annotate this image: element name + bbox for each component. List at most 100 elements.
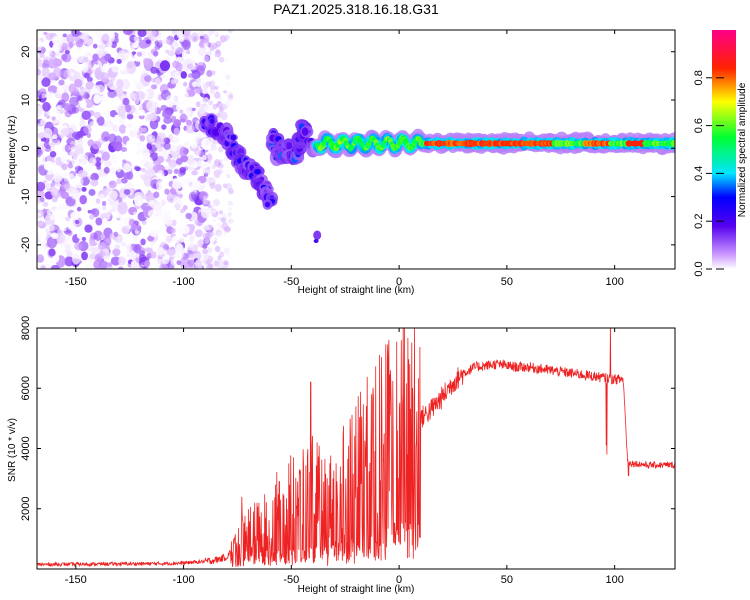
heatmap-cell [160,199,166,207]
heatmap-cell [185,124,195,134]
heatmap-cell [153,50,159,57]
heatmap-cell [218,56,225,63]
heatmap-cell [75,176,84,187]
spectrogram-y-tick-label: 20 [20,46,32,58]
heatmap-cell [173,127,180,136]
heatmap-cell [216,112,222,118]
heatmap-cell [43,160,54,171]
heatmap-cell [178,237,185,243]
heatmap-cell [97,152,102,158]
heatmap-cell [122,172,132,180]
heatmap-cell [230,134,237,141]
heatmap-cell [53,208,62,216]
heatmap-cell [110,173,118,182]
heatmap-cell [213,199,220,207]
spectrogram-x-tick-label: -150 [65,276,87,288]
heatmap-cell [116,62,127,72]
heatmap-cell [37,123,43,131]
heatmap-cell [173,70,184,80]
heatmap-cell [162,232,169,237]
heatmap-cell [100,102,108,111]
heatmap-cell [170,257,177,266]
heatmap-cell [63,243,72,254]
heatmap-cell [215,49,220,55]
heatmap-cell [46,224,55,232]
heatmap-cell [205,221,213,231]
heatmap-cell [187,165,194,171]
heatmap-cell [76,138,84,147]
heatmap-cell [77,54,85,64]
heatmap-cell [66,159,71,163]
heatmap-cell [217,216,222,220]
heatmap-cell [75,40,84,48]
heatmap-cell [101,151,110,161]
heatmap-cell [163,243,170,250]
heatmap-cell [101,131,111,142]
heatmap-cell [203,167,211,176]
heatmap-cell [111,66,119,73]
heatmap-cell [42,101,51,112]
heatmap-cell [212,232,216,237]
heatmap-cell [136,140,146,151]
heatmap-cell [114,244,121,250]
heatmap-cell [225,100,232,108]
heatmap-cell [179,146,188,158]
heatmap-cell [211,70,216,76]
heatmap-cell [165,235,172,243]
heatmap-cell [212,128,220,136]
heatmap-cell [109,167,116,174]
heatmap-cell [220,217,227,223]
heatmap-cell [186,154,195,165]
heatmap-cell [92,43,98,49]
heatmap-cell [110,256,121,266]
heatmap-cell [133,35,139,42]
heatmap-cell [118,50,126,57]
heatmap-cell [60,53,68,61]
heatmap-cell [194,229,203,238]
heatmap-cell [137,30,147,38]
heatmap-cell [118,221,125,227]
heatmap-cell [210,144,217,151]
heatmap-cell [116,79,124,89]
heatmap-cell [223,260,229,266]
heatmap-cell [159,263,168,269]
heatmap-cell [101,200,107,207]
heatmap-cell [209,118,215,125]
heatmap-cell [189,224,196,231]
heatmap-cell [64,49,70,55]
spectrogram-x-tick-label: -100 [173,276,195,288]
heatmap-cell [102,235,112,247]
heatmap-cell [89,157,97,167]
heatmap-cell [150,66,158,74]
heatmap-cell [133,243,141,254]
heatmap-cell [46,236,58,249]
heatmap-cell [48,91,54,96]
heatmap-cell [214,237,218,241]
heatmap-cell [89,120,99,130]
heatmap-cell [157,156,165,164]
heatmap-cell [93,230,104,241]
snr-x-tick-label: 0 [396,574,402,586]
heatmap-cell [100,66,106,73]
heatmap-cell [196,65,205,76]
heatmap-cell [116,178,122,185]
heatmap-cell [176,50,181,55]
heatmap-cell [163,116,173,124]
heatmap-cell [60,139,66,144]
heatmap-cell [156,170,165,181]
heatmap-cell [132,128,140,134]
heatmap-cell [206,70,213,77]
heatmap-cell [217,265,224,269]
heatmap-cell [93,111,101,119]
heatmap-cell [227,200,234,207]
heatmap-cell [117,201,128,215]
spectrogram-x-label: Height of straight line (km) [298,285,415,296]
heatmap-cell [672,140,675,147]
heatmap-cell [178,247,185,254]
heatmap-cell [37,58,43,69]
heatmap-cell [223,247,231,256]
heatmap-cell [44,181,52,189]
heatmap-cell [188,191,197,202]
heatmap-cell [93,94,102,104]
